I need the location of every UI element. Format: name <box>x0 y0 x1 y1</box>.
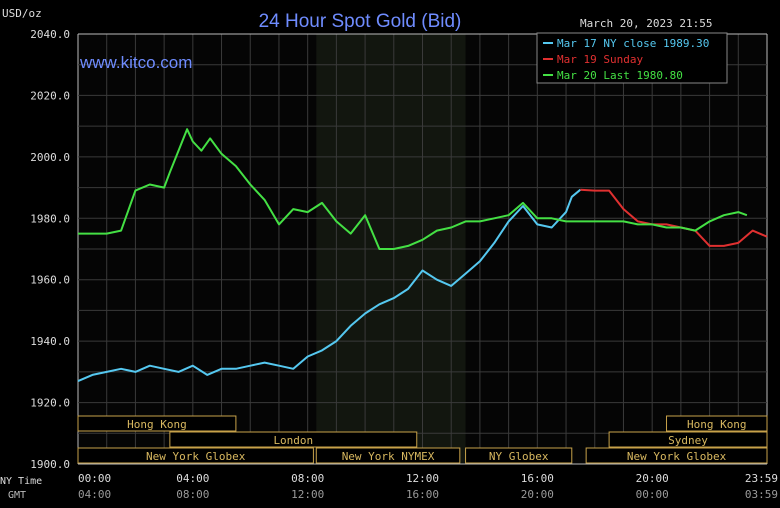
session-box <box>585 447 768 464</box>
x-axis-ticks: 00:00 04:00 04:00 08:00 08:00 12:00 12:00 16:00… <box>78 472 778 501</box>
y-tick-label: 1940.0 <box>30 335 70 348</box>
x-tick-label-ny: 00:00 <box>78 472 111 485</box>
grid-lines <box>77 33 768 465</box>
session-label: New York Globex <box>627 450 727 463</box>
session-label: Hong Kong <box>687 418 747 431</box>
price-series <box>77 128 768 383</box>
session-box <box>465 447 573 464</box>
session-label: Hong Kong <box>127 418 187 431</box>
y-tick-label: 2020.0 <box>30 89 70 102</box>
session-label: New York NYMEX <box>342 450 435 463</box>
y-tick-label: 1980.0 <box>30 212 70 225</box>
x-tick-label-ny: 16:00 <box>521 472 554 485</box>
series-line <box>580 188 768 247</box>
session-box <box>666 415 768 432</box>
x-tick-label-gmt: 20:00 <box>521 488 554 501</box>
x-tick-label-gmt: 04:00 <box>78 488 111 501</box>
legend-entry: Mar 20 Last 1980.80 <box>557 69 683 82</box>
legend-entry: Mar 17 NY close 1989.30 <box>557 37 709 50</box>
legend-box <box>536 32 728 84</box>
y-tick-label: 1920.0 <box>30 397 70 410</box>
legend: Mar 17 NY close 1989.30 Mar 19 Sunday Mar … <box>536 32 728 84</box>
series-line <box>78 128 748 250</box>
y-tick-label: 1960.0 <box>30 274 70 287</box>
chart-timestamp: March 20, 2023 21:55 <box>580 17 712 30</box>
session-label: Sydney <box>668 434 708 447</box>
session-box <box>608 431 768 448</box>
session-box <box>77 447 314 464</box>
x-tick-label-gmt: 03:59 <box>745 488 778 501</box>
x-tick-label-ny: 04:00 <box>176 472 209 485</box>
session-label: London <box>273 434 313 447</box>
chart-subtitle: www.kitco.com <box>79 53 192 72</box>
x-axis-label-ny: NY Time <box>0 476 42 487</box>
x-tick-label-ny: 12:00 <box>406 472 439 485</box>
x-tick-label-gmt: 00:00 <box>636 488 669 501</box>
x-tick-label-ny: 08:00 <box>291 472 324 485</box>
x-axis-label-gmt: GMT <box>8 490 26 501</box>
y-tick-label: 1900.0 <box>30 458 70 471</box>
x-tick-label-ny: 23:59 <box>745 472 778 485</box>
y-axis-ticks: 2040.0 2020.0 2000.0 1980.0 1960.0 1940.0 1920… <box>30 28 70 471</box>
y-tick-label: 2040.0 <box>30 28 70 41</box>
x-tick-label-gmt: 16:00 <box>406 488 439 501</box>
legend-entry: Mar 19 Sunday <box>557 53 643 66</box>
session-box <box>169 431 418 448</box>
session-label: New York Globex <box>146 450 246 463</box>
x-tick-label-ny: 20:00 <box>636 472 669 485</box>
session-box <box>315 447 461 464</box>
y-axis-label: USD/oz <box>2 7 42 20</box>
market-sessions: Hong Kong Hong Kong London Sydney New York G… <box>77 415 768 464</box>
chart-title: 24 Hour Spot Gold (Bid) <box>259 11 462 32</box>
x-tick-label-gmt: 12:00 <box>291 488 324 501</box>
x-tick-label-gmt: 08:00 <box>176 488 209 501</box>
series-line <box>77 188 582 383</box>
y-tick-label: 2000.0 <box>30 151 70 164</box>
session-label: NY Globex <box>489 450 549 463</box>
session-box <box>77 415 237 432</box>
